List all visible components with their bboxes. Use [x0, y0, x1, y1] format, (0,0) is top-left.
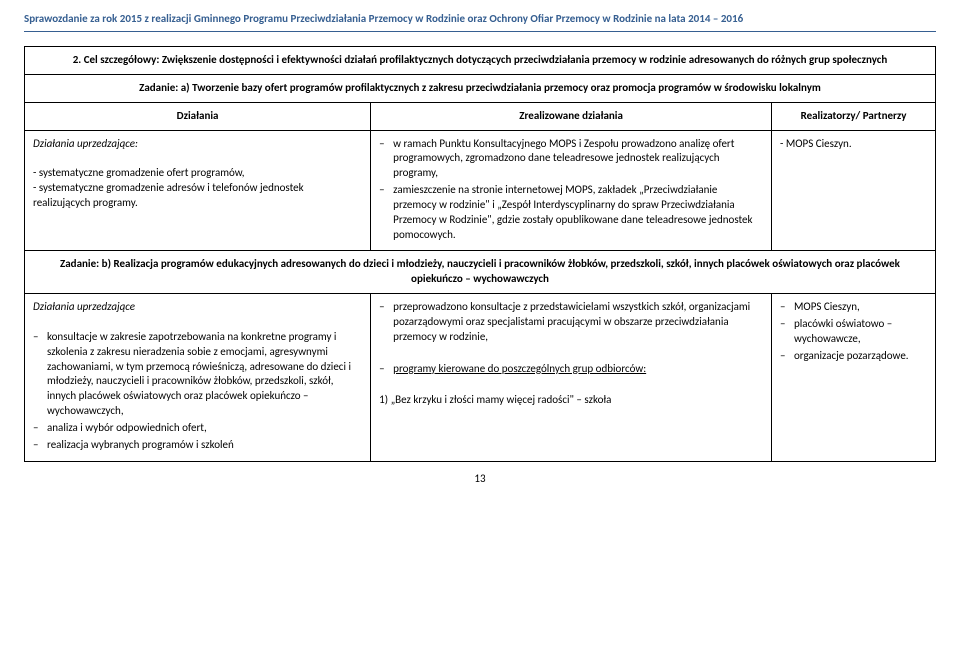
- b-col1-item: konsultacje w zakresie zapotrzebowania n…: [33, 330, 362, 419]
- task-b-col1: Działania uprzedzające konsultacje w zak…: [25, 294, 371, 461]
- report-table: 2. Cel szczegółowy: Zwiększenie dostępno…: [24, 46, 936, 462]
- task-b-col2: przeprowadzono konsultacje z przedstawic…: [371, 294, 772, 461]
- b-col3-item: organizacje pozarządowe.: [780, 349, 927, 364]
- b-col1-item: analiza i wybór odpowiednich ofert,: [33, 421, 362, 436]
- task-a-col3: - MOPS Cieszyn.: [772, 130, 936, 251]
- task-a-col2: w ramach Punktu Konsultacyjnego MOPS i Z…: [371, 130, 772, 251]
- b-col2-item: programy kierowane do poszczególnych gru…: [379, 362, 763, 377]
- b-col2-item: przeprowadzono konsultacje z przedstawic…: [379, 300, 763, 345]
- b-col1-item: realizacja wybranych programów i szkoleń: [33, 438, 362, 453]
- b-col2-line: 1) „Bez krzyku i złości mamy więcej rado…: [379, 393, 763, 408]
- page-number: 13: [24, 472, 936, 485]
- a-col1-item: - systematyczne gromadzenie ofert progra…: [33, 166, 362, 181]
- col-header-1: Działania: [25, 102, 371, 130]
- col-header-3: Realizatorzy/ Partnerzy: [772, 102, 936, 130]
- col-header-2: Zrealizowane działania: [371, 102, 772, 130]
- pre-label-b: Działania uprzedzające: [33, 300, 362, 315]
- b-col3-item: placówki oświatowo – wychowawcze,: [780, 317, 927, 347]
- a-col2-item: zamieszczenie na stronie internetowej MO…: [379, 183, 763, 242]
- page-header: Sprawozdanie za rok 2015 z realizacji Gm…: [24, 12, 936, 32]
- a-col2-item: w ramach Punktu Konsultacyjnego MOPS i Z…: [379, 137, 763, 182]
- b-col3-item: MOPS Cieszyn,: [780, 300, 927, 315]
- task-a-row: Zadanie: a) Tworzenie bazy ofert program…: [25, 74, 936, 102]
- task-a-col1: Działania uprzedzające: - systematyczne …: [25, 130, 371, 251]
- task-b-col3: MOPS Cieszyn, placówki oświatowo – wycho…: [772, 294, 936, 461]
- task-b-row: Zadanie: b) Realizacja programów edukacy…: [25, 251, 936, 294]
- pre-label-a: Działania uprzedzające:: [33, 137, 362, 152]
- a-col1-item: - systematyczne gromadzenie adresów i te…: [33, 181, 362, 211]
- goal-row: 2. Cel szczegółowy: Zwiększenie dostępno…: [25, 47, 936, 75]
